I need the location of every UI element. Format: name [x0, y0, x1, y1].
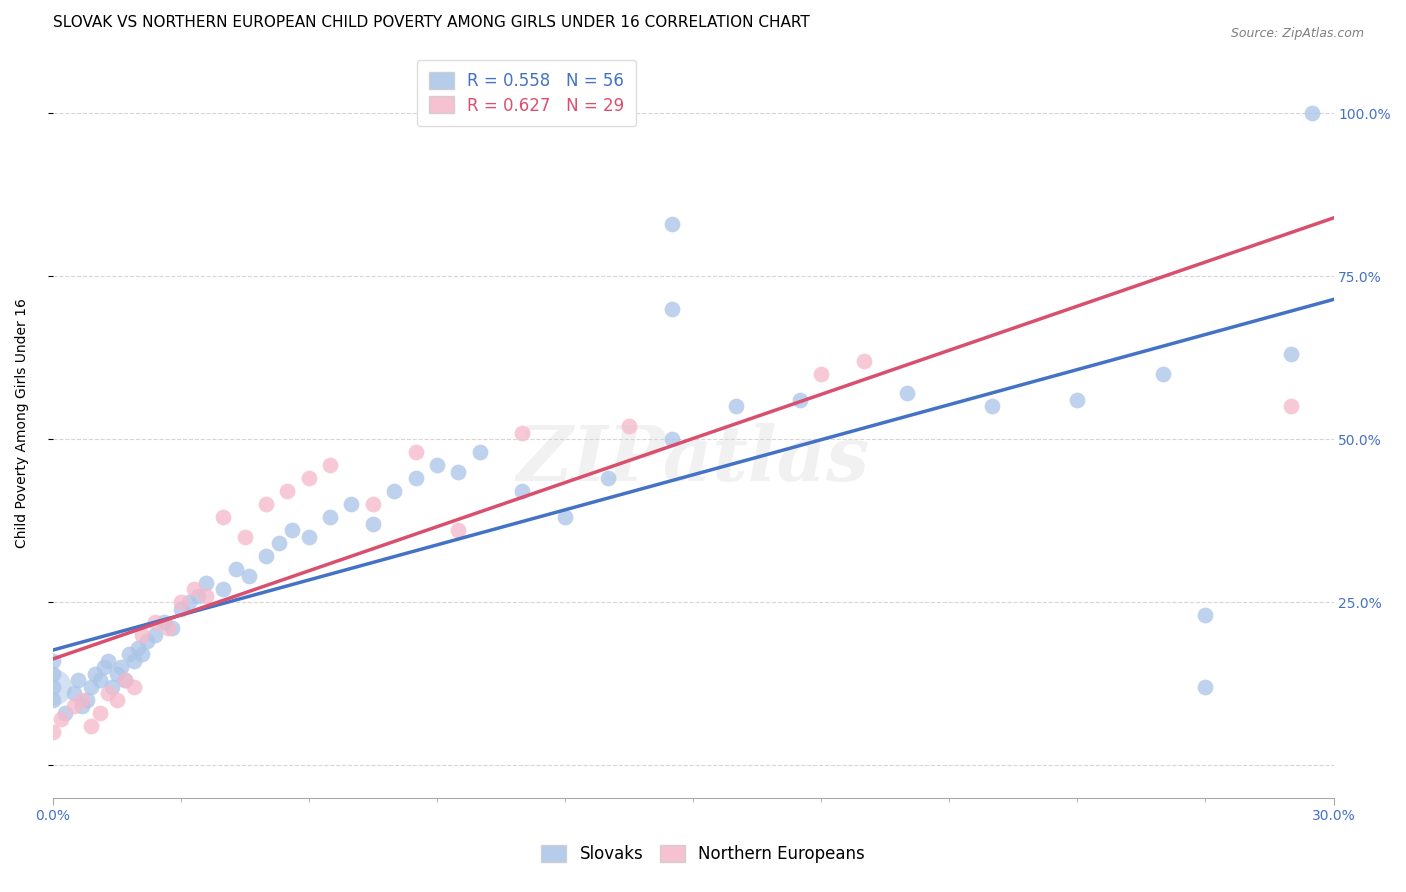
Text: SLOVAK VS NORTHERN EUROPEAN CHILD POVERTY AMONG GIRLS UNDER 16 CORRELATION CHART: SLOVAK VS NORTHERN EUROPEAN CHILD POVERT… [52, 15, 810, 30]
Point [41, 680, 63, 694]
Point [212, 510, 235, 524]
Point [170, 601, 193, 615]
Point [41, 725, 63, 739]
Point [510, 425, 533, 440]
Point [340, 497, 363, 511]
Point [143, 615, 166, 629]
Point [225, 562, 247, 576]
Point [195, 575, 218, 590]
Point [405, 471, 427, 485]
Point [89, 673, 111, 688]
Point [319, 510, 342, 524]
Point [298, 530, 321, 544]
Point [981, 400, 1004, 414]
Point [212, 582, 235, 596]
Point [80, 680, 103, 694]
Point [426, 458, 449, 472]
Point [1279, 400, 1302, 414]
Point [41, 666, 63, 681]
Point [41, 654, 63, 668]
Point [72, 699, 94, 714]
Point [1152, 367, 1174, 381]
Point [617, 419, 640, 434]
Text: Source: ZipAtlas.com: Source: ZipAtlas.com [1230, 27, 1364, 40]
Point [319, 458, 342, 472]
Point [97, 686, 120, 700]
Point [131, 647, 153, 661]
Point [179, 595, 201, 609]
Point [93, 660, 115, 674]
Point [122, 654, 145, 668]
Point [1194, 608, 1216, 623]
Point [41, 693, 63, 707]
Point [89, 706, 111, 720]
Point [63, 699, 86, 714]
Point [101, 680, 124, 694]
Point [114, 673, 136, 688]
Point [447, 465, 470, 479]
Point [1194, 680, 1216, 694]
Point [195, 589, 218, 603]
Point [1066, 392, 1088, 407]
Point [122, 680, 145, 694]
Point [131, 628, 153, 642]
Point [596, 471, 619, 485]
Legend: R = 0.558   N = 56, R = 0.627   N = 29: R = 0.558 N = 56, R = 0.627 N = 29 [418, 60, 636, 127]
Point [1301, 106, 1323, 120]
Point [661, 301, 683, 316]
Point [1279, 347, 1302, 361]
Point [724, 400, 747, 414]
Point [67, 673, 90, 688]
Point [170, 595, 193, 609]
Point [896, 386, 918, 401]
Point [152, 615, 174, 629]
Point [661, 432, 683, 446]
Point [160, 621, 183, 635]
Point [105, 693, 128, 707]
Point [187, 589, 209, 603]
Point [510, 484, 533, 499]
Point [156, 621, 179, 635]
Point [298, 471, 321, 485]
Point [554, 510, 576, 524]
Point [789, 392, 811, 407]
Point [405, 445, 427, 459]
Point [361, 497, 384, 511]
Point [468, 445, 491, 459]
Point [76, 693, 98, 707]
Point [118, 647, 141, 661]
Point [84, 666, 107, 681]
Point [183, 582, 205, 596]
Point [447, 524, 470, 538]
Point [276, 484, 298, 499]
Point [72, 693, 94, 707]
Point [97, 654, 120, 668]
Point [238, 569, 260, 583]
Legend: Slovaks, Northern Europeans: Slovaks, Northern Europeans [530, 833, 876, 875]
Point [280, 524, 302, 538]
Point [267, 536, 290, 550]
Point [41, 680, 63, 694]
Point [382, 484, 405, 499]
Point [105, 666, 128, 681]
Point [852, 353, 875, 368]
Point [254, 549, 277, 564]
Point [49, 713, 72, 727]
Point [55, 706, 77, 720]
Point [810, 367, 832, 381]
Point [143, 628, 166, 642]
Point [80, 719, 103, 733]
Point [361, 516, 384, 531]
Point [127, 640, 149, 655]
Point [114, 673, 136, 688]
Point [661, 217, 683, 231]
Point [110, 660, 132, 674]
Text: ZIPatlas: ZIPatlas [516, 423, 870, 497]
Point [254, 497, 277, 511]
Point [63, 686, 86, 700]
Y-axis label: Child Poverty Among Girls Under 16: Child Poverty Among Girls Under 16 [15, 298, 30, 548]
Point [135, 634, 157, 648]
Point [233, 530, 256, 544]
